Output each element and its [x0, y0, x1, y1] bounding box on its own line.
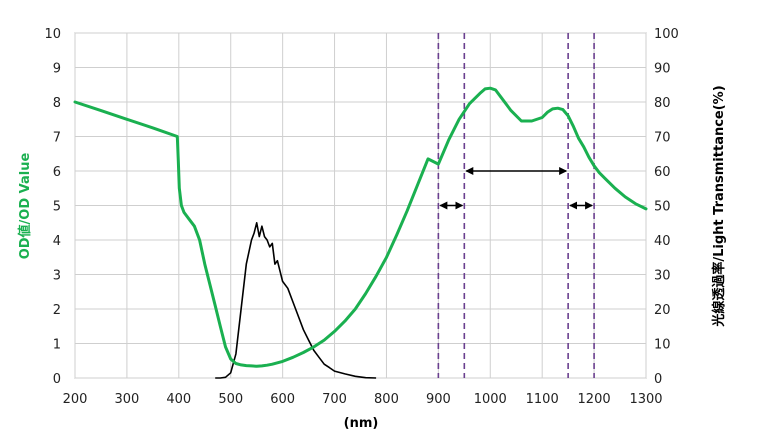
x-tick-label: 400: [166, 392, 191, 407]
series-layer: [73, 86, 648, 379]
y-left-tick-label: 5: [53, 200, 61, 215]
y-right-tick-label: 0: [654, 372, 662, 387]
y-left-tick-label: 0: [53, 372, 61, 387]
y-left-tick-label: 9: [53, 62, 61, 77]
y-left-tick-label: 1: [53, 338, 61, 353]
y-right-tick-label: 60: [654, 165, 671, 180]
y-right-tick-label: 90: [654, 62, 671, 77]
y-left-tick-label: 3: [53, 269, 61, 284]
y-left-tick-label: 10: [44, 27, 61, 42]
y-right-tick-label: 100: [654, 27, 679, 42]
y-left-tick-label: 4: [53, 234, 61, 249]
grid: [74, 32, 647, 379]
tick-labels: 200 300 400 500 600 700 800 900 1000 1100 1200 1300…: [44, 27, 678, 407]
y-right-tick-label: 80: [654, 96, 671, 111]
y-left-tick-label: 2: [53, 303, 61, 318]
y-right-tick-label: 50: [654, 200, 671, 215]
left-axis-title: OD値/OD Value: [17, 153, 33, 260]
x-tick-label: 300: [114, 392, 139, 407]
right-axis-title: 光線透過率/Light Transmittance(%): [711, 85, 727, 327]
x-tick-label: 900: [426, 392, 451, 407]
y-left-tick-label: 7: [53, 131, 61, 146]
x-tick-label: 800: [374, 392, 399, 407]
luminosity-curve: [215, 222, 377, 379]
x-tick-label: 1100: [526, 392, 559, 407]
y-left-tick-label: 8: [53, 96, 61, 111]
x-tick-label: 1200: [578, 392, 611, 407]
y-right-tick-label: 40: [654, 234, 671, 249]
y-right-tick-label: 70: [654, 131, 671, 146]
x-tick-label: 1000: [474, 392, 507, 407]
y-right-tick-label: 30: [654, 269, 671, 284]
x-tick-label: 200: [63, 392, 88, 407]
y-left-tick-label: 6: [53, 165, 61, 180]
x-axis-title: (nm): [344, 416, 379, 431]
x-tick-label: 500: [218, 392, 243, 407]
x-tick-label: 1300: [629, 392, 662, 407]
x-tick-label: 600: [270, 392, 295, 407]
y-right-tick-label: 10: [654, 338, 671, 353]
y-right-tick-label: 20: [654, 303, 671, 318]
x-tick-label: 700: [322, 392, 347, 407]
marker-layer: [437, 33, 595, 378]
od-curve: [73, 86, 648, 368]
